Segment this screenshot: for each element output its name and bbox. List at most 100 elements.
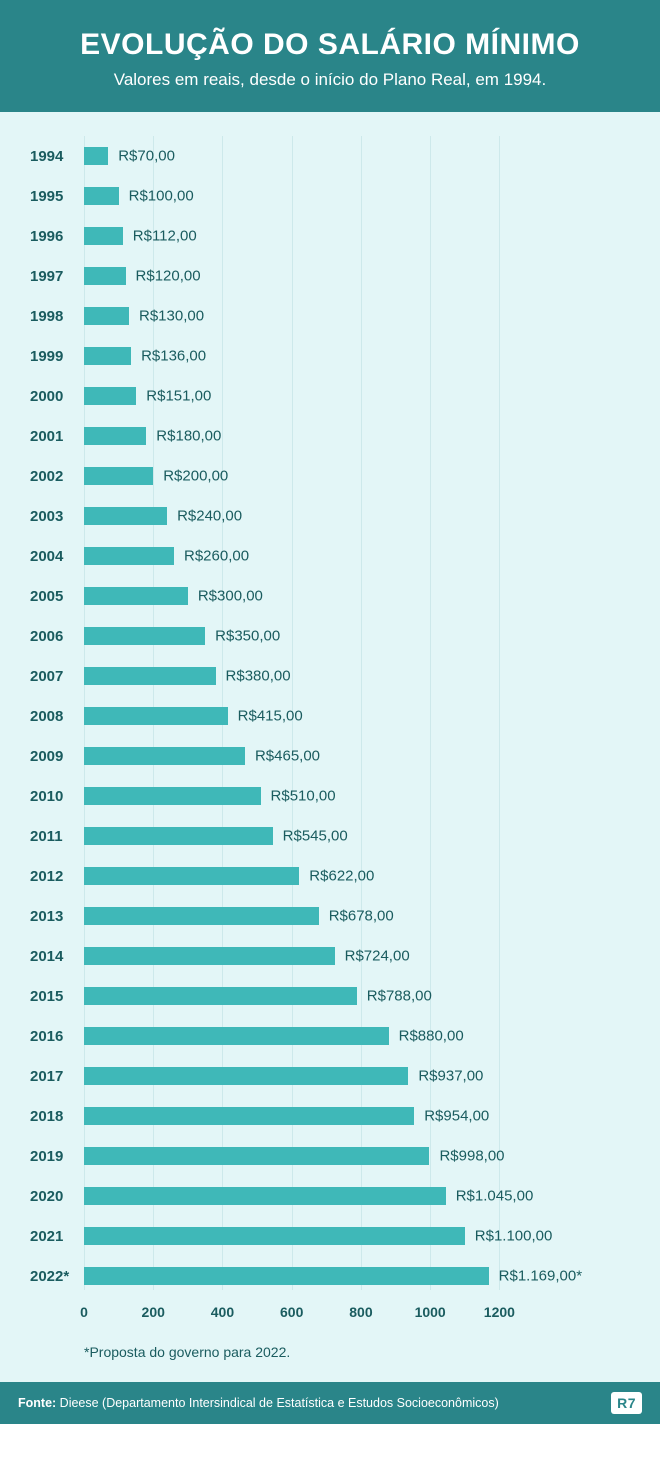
bar: R$954,00 [84,1107,414,1125]
bar-row: 1997R$120,00 [30,256,630,296]
bar: R$120,00 [84,267,126,285]
bar: R$545,00 [84,827,273,845]
x-tick-label: 1000 [415,1304,446,1320]
bar: R$240,00 [84,507,167,525]
bar-track: R$788,00 [84,987,534,1005]
bar: R$1.045,00 [84,1187,446,1205]
bar-value-label: R$136,00 [141,348,206,365]
bar-track: R$1.045,00 [84,1187,534,1205]
year-label: 2004 [30,548,84,565]
bar-track: R$465,00 [84,747,534,765]
x-axis: 020040060080010001200 [30,1304,630,1330]
bar: R$130,00 [84,307,129,325]
year-label: 2019 [30,1148,84,1165]
bar: R$112,00 [84,227,123,245]
bar-value-label: R$180,00 [156,428,221,445]
x-tick-label: 600 [280,1304,303,1320]
bar-row: 2000R$151,00 [30,376,630,416]
year-label: 2020 [30,1188,84,1205]
bar-track: R$724,00 [84,947,534,965]
bar-track: R$954,00 [84,1107,534,1125]
year-label: 2021 [30,1228,84,1245]
bar-row: 2001R$180,00 [30,416,630,456]
bar: R$300,00 [84,587,188,605]
bar-row: 2021 R$1.100,00 [30,1216,630,1256]
bar: R$788,00 [84,987,357,1005]
bar-value-label: R$937,00 [418,1068,483,1085]
footnote: *Proposta do governo para 2022. [0,1338,660,1382]
bar-row: 1995R$100,00 [30,176,630,216]
bar-track: R$70,00 [84,147,534,165]
bar-row: 2009R$465,00 [30,736,630,776]
bar-value-label: R$998,00 [439,1148,504,1165]
bar: R$350,00 [84,627,205,645]
bar-track: R$380,00 [84,667,534,685]
bar-value-label: R$954,00 [424,1108,489,1125]
bar-value-label: R$240,00 [177,508,242,525]
year-label: 1996 [30,228,84,245]
x-tick-label: 1200 [484,1304,515,1320]
x-tick-label: 800 [349,1304,372,1320]
bar-value-label: R$1.169,00* [499,1268,582,1285]
bar: R$380,00 [84,667,216,685]
bar: R$180,00 [84,427,146,445]
bar-track: R$622,00 [84,867,534,885]
bar: R$510,00 [84,787,261,805]
year-label: 2018 [30,1108,84,1125]
bar-row: 2015R$788,00 [30,976,630,1016]
year-label: 2002 [30,468,84,485]
year-label: 2013 [30,908,84,925]
header: EVOLUÇÃO DO SALÁRIO MÍNIMO Valores em re… [0,0,660,112]
bar-row: 2019 R$998,00 [30,1136,630,1176]
bar-track: R$998,00 [84,1147,534,1165]
year-label: 1999 [30,348,84,365]
bar-value-label: R$260,00 [184,548,249,565]
bar-row: 2007R$380,00 [30,656,630,696]
bar-row: 2003R$240,00 [30,496,630,536]
bar: R$100,00 [84,187,119,205]
bar-value-label: R$465,00 [255,748,320,765]
bar-track: R$180,00 [84,427,534,445]
bar-value-label: R$622,00 [309,868,374,885]
bar: R$151,00 [84,387,136,405]
bar-track: R$100,00 [84,187,534,205]
bar-track: R$136,00 [84,347,534,365]
bar-track: R$120,00 [84,267,534,285]
bar-row: 2020R$1.045,00 [30,1176,630,1216]
bar-row: 2017R$937,00 [30,1056,630,1096]
bar-track: R$240,00 [84,507,534,525]
bar-row: 2002R$200,00 [30,456,630,496]
year-label: 2005 [30,588,84,605]
bar-row: 2006R$350,00 [30,616,630,656]
brand-logo: R7 [611,1392,642,1414]
year-label: 1998 [30,308,84,325]
bar-value-label: R$1.100,00 [475,1228,553,1245]
bar-track: R$112,00 [84,227,534,245]
bar-value-label: R$788,00 [367,988,432,1005]
bar: R$465,00 [84,747,245,765]
year-label: 2008 [30,708,84,725]
bar-value-label: R$415,00 [238,708,303,725]
footer: Fonte: Dieese (Departamento Intersindica… [0,1382,660,1424]
x-tick-label: 200 [142,1304,165,1320]
bar-track: R$260,00 [84,547,534,565]
bar-track: R$130,00 [84,307,534,325]
bar-track: R$300,00 [84,587,534,605]
bar: R$1.169,00* [84,1267,489,1285]
year-label: 2012 [30,868,84,885]
bar-row: 2022*R$1.169,00* [30,1256,630,1296]
bar-track: R$350,00 [84,627,534,645]
year-label: 2022* [30,1268,84,1285]
bar-track: R$545,00 [84,827,534,845]
bar: R$880,00 [84,1027,389,1045]
bar-value-label: R$70,00 [118,148,175,165]
year-label: 2000 [30,388,84,405]
x-axis-track: 020040060080010001200 [84,1304,534,1324]
source-text: Fonte: Dieese (Departamento Intersindica… [18,1396,499,1410]
bar: R$415,00 [84,707,228,725]
source-label: Fonte: [18,1396,56,1410]
bar-value-label: R$130,00 [139,308,204,325]
year-label: 1995 [30,188,84,205]
bar-value-label: R$380,00 [226,668,291,685]
bar-row: 1994R$70,00 [30,136,630,176]
